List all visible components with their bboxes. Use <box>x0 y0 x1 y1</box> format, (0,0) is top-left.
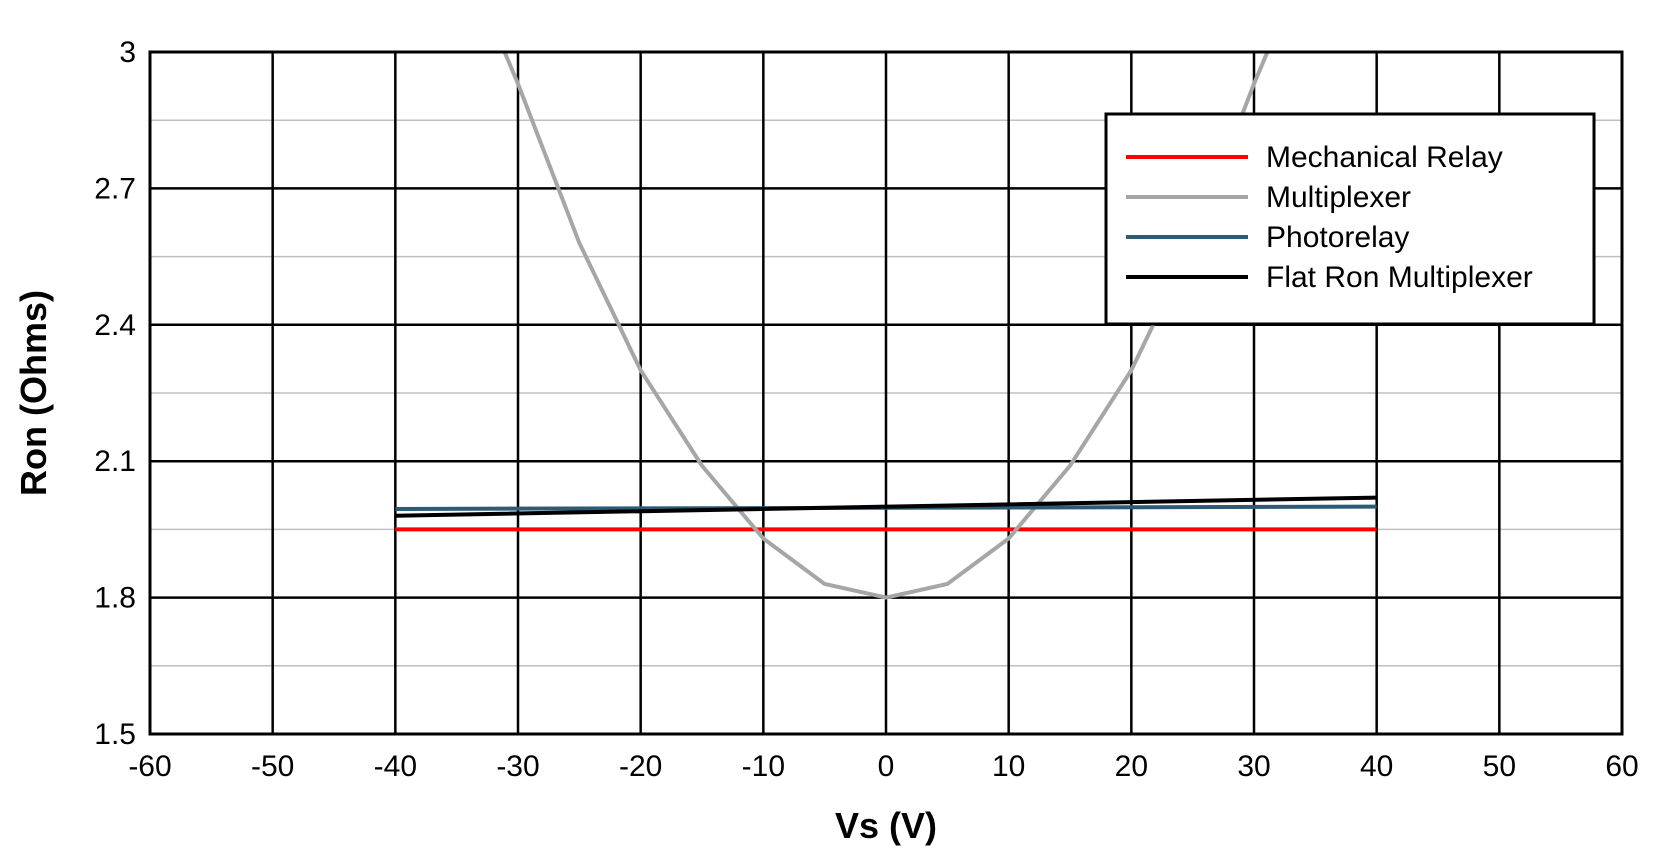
y-tick-label: 2.7 <box>94 172 136 205</box>
series-layer <box>395 52 1377 600</box>
y-tick-labels: 1.5 1.8 2.1 2.4 2.7 3 <box>94 36 136 751</box>
x-tick-label: -40 <box>374 750 417 783</box>
y-axis-title: Ron (Ohms) <box>13 290 54 496</box>
series-line-flat-ron-multiplexer <box>395 495 1377 518</box>
x-tick-label: -30 <box>496 750 539 783</box>
x-tick-label: 0 <box>878 750 895 783</box>
legend-label-photorelay: Photorelay <box>1266 221 1409 254</box>
x-tick-label: 30 <box>1237 750 1270 783</box>
plot-frame <box>148 50 1624 736</box>
x-tick-label: -50 <box>251 750 294 783</box>
legend: Mechanical Relay Multiplexer Photorelay Fla… <box>1104 112 1596 326</box>
y-tick-label: 2.4 <box>94 309 136 342</box>
x-tick-label: 50 <box>1483 750 1516 783</box>
x-tick-label: -20 <box>619 750 662 783</box>
x-tick-label: 40 <box>1360 750 1393 783</box>
legend-label-mechanical-relay: Mechanical Relay <box>1266 141 1503 174</box>
x-axis-title: Vs (V) <box>835 805 937 846</box>
x-tick-label: 10 <box>992 750 1025 783</box>
y-tick-label: 2.1 <box>94 445 136 478</box>
y-tick-label: 1.5 <box>94 718 136 751</box>
legend-label-multiplexer: Multiplexer <box>1266 181 1411 214</box>
x-tick-label: -60 <box>128 750 171 783</box>
y-tick-label: 1.8 <box>94 582 136 615</box>
y-tick-label: 3 <box>119 36 136 69</box>
x-tick-label: 60 <box>1605 750 1638 783</box>
x-tick-label: 20 <box>1115 750 1148 783</box>
x-tick-labels: -60 -50 -40 -30 -20 -10 0 10 20 30 40 50 60 <box>128 750 1638 783</box>
x-tick-label: -10 <box>742 750 785 783</box>
legend-box <box>1104 112 1596 326</box>
legend-label-flat-ron-multiplexer: Flat Ron Multiplexer <box>1266 261 1533 294</box>
